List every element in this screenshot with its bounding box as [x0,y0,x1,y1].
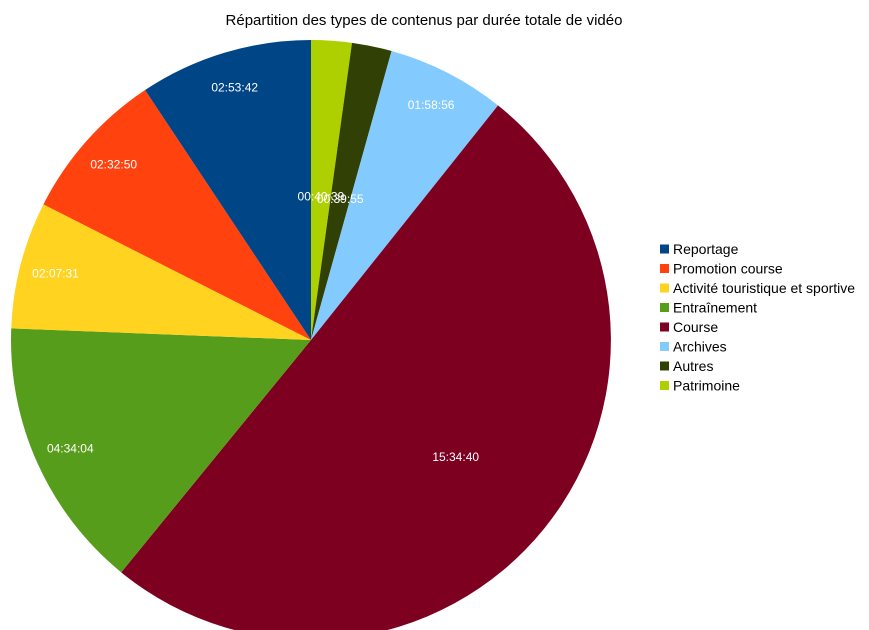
chart-title: Répartition des types de contenus par du… [226,12,623,29]
legend: Reportage Promotion course Activité touris… [660,241,855,394]
legend-label-reportage: Reportage [673,241,739,257]
legend-swatch-entrainement [660,303,669,312]
legend-swatch-patrimoine [660,381,669,390]
pie-slice-course [121,105,611,630]
legend-label-patrimoine: Patrimoine [673,378,740,394]
slice-label-activite-touristique-et-sportive: 02:07:31 [32,267,79,281]
slice-label-course: 15:34:40 [432,450,479,464]
legend-swatch-promotion-course [660,264,669,273]
pie-slice-archives [311,51,499,341]
legend-label-activite-touristique-et-sportive: Activité touristique et sportive [673,280,855,296]
legend-swatch-reportage [660,244,669,254]
pie-slice-promotion-course [43,90,311,340]
legend-swatch-autres [660,361,669,371]
pie-slice-entrainement [11,328,312,573]
pie-slice-patrimoine [311,40,353,340]
slice-label-entrainement: 04:34:04 [47,442,94,456]
legend-swatch-activite-touristique-et-sportive [660,283,669,293]
legend-label-course: Course [673,319,718,335]
pie-slices [11,40,611,630]
legend-label-promotion-course: Promotion course [673,261,783,277]
legend-swatch-course [660,322,669,332]
slice-label-archives: 01:58:56 [408,98,455,112]
pie-slice-reportage [145,40,311,340]
pie-slice-activite-touristique-et-sportive [11,204,311,340]
legend-label-entrainement: Entraînement [673,300,757,316]
slice-label-autres: 00:39:55 [317,192,364,206]
slice-label-reportage: 02:53:42 [211,80,258,94]
slice-label-patrimoine: 00:40:39 [298,189,345,203]
legend-swatch-archives [660,342,669,351]
slice-label-promotion-course: 02:32:50 [90,158,137,172]
legend-label-autres: Autres [673,358,713,374]
legend-label-archives: Archives [673,339,727,355]
pie-slice-autres [311,42,392,340]
